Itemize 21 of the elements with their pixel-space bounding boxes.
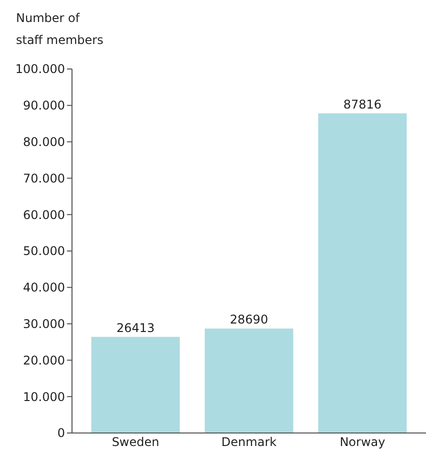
y-tick-label: 90.000 xyxy=(23,98,65,113)
y-tick-label: 10.000 xyxy=(23,390,65,404)
y-tick-label: 80.000 xyxy=(23,135,65,149)
data-label: 26413 xyxy=(116,320,155,335)
x-tick-label: Sweden xyxy=(112,435,160,449)
y-axis-title: Number of staff members xyxy=(16,11,104,47)
bar xyxy=(91,336,180,433)
x-tick-label: Denmark xyxy=(221,435,277,449)
y-tick-label: 70.000 xyxy=(23,171,65,186)
bar xyxy=(318,113,407,433)
y-tick-label: 20.000 xyxy=(23,353,65,368)
y-tick-label: 100.000 xyxy=(15,62,65,76)
bar xyxy=(204,328,294,433)
data-label: 87816 xyxy=(343,97,382,112)
y-tick-label: 40.000 xyxy=(23,280,65,295)
data-label: 28690 xyxy=(230,312,268,327)
y-tick-label: 50.000 xyxy=(23,244,65,258)
x-tick-label: Norway xyxy=(340,435,386,449)
y-tick-label: 0 xyxy=(57,426,65,440)
y-tick-label: 60.000 xyxy=(23,208,65,222)
y-tick-label: 30.000 xyxy=(23,317,65,331)
